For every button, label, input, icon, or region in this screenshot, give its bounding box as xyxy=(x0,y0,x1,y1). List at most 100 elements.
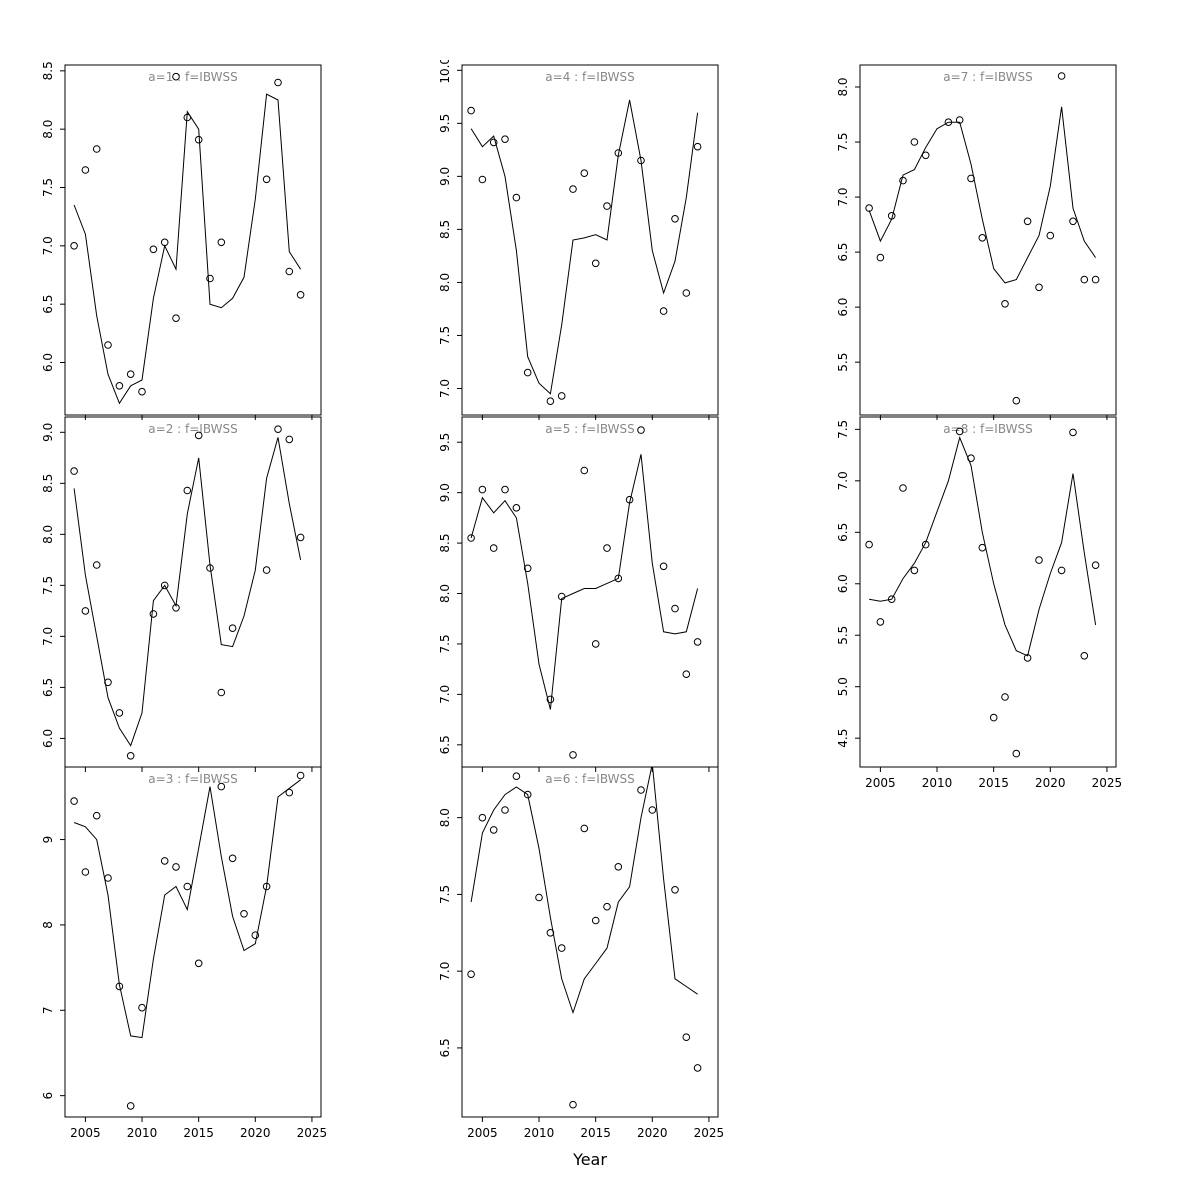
scatter-points xyxy=(467,426,702,759)
y-tick-label: 7.5 xyxy=(438,634,452,653)
plot-box xyxy=(64,64,322,416)
data-point xyxy=(989,713,998,722)
y-tick-label: 6.5 xyxy=(41,295,55,314)
y-tick-label: 4.5 xyxy=(836,729,850,748)
data-point xyxy=(591,640,600,648)
data-point xyxy=(183,486,192,495)
data-point xyxy=(467,106,475,115)
data-point xyxy=(160,857,169,865)
data-point xyxy=(1035,283,1043,292)
x-axis xyxy=(84,767,313,772)
plot-box xyxy=(461,416,719,768)
panel-title: a=4 : f=IBWSS xyxy=(545,70,634,84)
y-tick-label: 6.0 xyxy=(836,298,850,317)
data-point xyxy=(1080,275,1089,284)
y-axis: 6.0 6.5 7.0 7.5 8.0 8.5 9.0 xyxy=(41,423,65,748)
data-point xyxy=(262,566,271,574)
y-tick-label: 7.5 xyxy=(41,178,55,197)
data-point xyxy=(285,788,294,797)
data-point xyxy=(172,72,180,81)
data-point xyxy=(194,959,203,968)
x-tick-label: 2025 xyxy=(694,1126,725,1140)
x-tick-label: 2010 xyxy=(127,1126,158,1140)
data-point xyxy=(637,786,645,794)
data-point xyxy=(126,370,135,379)
data-point xyxy=(1023,654,1032,662)
data-point xyxy=(865,204,873,212)
data-point xyxy=(921,540,930,549)
data-point xyxy=(603,202,611,210)
data-point xyxy=(1069,217,1077,226)
data-point xyxy=(1046,231,1055,240)
plot-box xyxy=(859,416,1117,768)
data-point xyxy=(603,544,611,552)
data-point xyxy=(1012,749,1021,758)
data-point xyxy=(944,118,953,127)
y-tick-label: 8.0 xyxy=(438,273,452,292)
data-point xyxy=(501,806,509,814)
x-tick-label: 2025 xyxy=(297,1126,328,1140)
data-point xyxy=(693,1064,702,1072)
data-point xyxy=(512,193,521,202)
fit-line xyxy=(470,454,699,710)
y-tick-label: 5.0 xyxy=(836,677,850,696)
data-point xyxy=(955,116,964,124)
data-point xyxy=(115,382,124,390)
scatter-points xyxy=(865,427,1100,758)
y-axis: 6 7 8 9 xyxy=(41,836,65,1100)
panel-a8: 4.5 5.0 5.5 6.0 6.5 7.0 7.5 2005 2010 2015 2020 202… xyxy=(812,412,1126,819)
data-point xyxy=(682,1033,691,1042)
y-tick-label: 6 xyxy=(41,1092,55,1100)
y-tick-label: 7.0 xyxy=(836,471,850,490)
y-tick-label: 8.0 xyxy=(836,77,850,96)
y-tick-label: 10.0 xyxy=(438,60,452,84)
fit-line xyxy=(73,779,301,1039)
data-point xyxy=(648,806,657,814)
data-point xyxy=(1057,566,1066,575)
fit-line xyxy=(869,436,1097,657)
data-point xyxy=(172,314,180,323)
x-axis: 2005 2010 2015 2020 2025 xyxy=(70,1117,327,1140)
y-axis: 6.5 7.0 7.5 8.0 xyxy=(438,808,462,1057)
data-point xyxy=(81,607,90,615)
scatter-points xyxy=(70,72,305,396)
panel-title: a=5 : f=IBWSS xyxy=(545,422,634,436)
data-point xyxy=(671,886,679,894)
data-point xyxy=(1001,300,1009,308)
data-point xyxy=(955,427,964,436)
data-point xyxy=(104,341,112,349)
panel-a7: 5.5 6.0 6.5 7.0 7.5 8.0 a=7 : f=IBWSS xyxy=(812,60,1126,429)
data-point xyxy=(126,1102,135,1110)
data-point xyxy=(92,145,101,153)
data-point xyxy=(569,1100,577,1109)
y-tick-label: 6.5 xyxy=(438,1038,452,1057)
data-point xyxy=(501,135,509,143)
x-tick-label: 2005 xyxy=(70,1126,101,1140)
data-point xyxy=(523,564,532,573)
data-point xyxy=(978,234,987,242)
y-tick-label: 9 xyxy=(41,836,55,844)
panel-title: a=7 : f=IBWSS xyxy=(943,70,1032,84)
y-tick-label: 7.5 xyxy=(836,420,850,439)
y-tick-label: 8.5 xyxy=(41,474,55,493)
y-tick-label: 6.5 xyxy=(836,523,850,542)
data-point xyxy=(637,156,645,165)
plot-box xyxy=(64,416,322,768)
data-point xyxy=(489,826,498,834)
data-point xyxy=(614,574,623,583)
data-point xyxy=(149,245,158,254)
data-point xyxy=(274,425,282,434)
data-point xyxy=(149,610,158,618)
data-point xyxy=(70,797,78,805)
y-tick-label: 8.0 xyxy=(438,808,452,827)
data-point xyxy=(217,782,226,791)
data-point xyxy=(614,149,623,157)
y-tick-label: 7.0 xyxy=(41,627,55,646)
data-point xyxy=(206,564,214,572)
y-tick-label: 9.5 xyxy=(438,114,452,133)
y-axis: 6.5 7.0 7.5 8.0 8.5 9.0 9.5 xyxy=(438,433,462,754)
y-tick-label: 6.0 xyxy=(41,729,55,748)
data-point xyxy=(659,307,668,315)
data-point xyxy=(274,78,282,87)
